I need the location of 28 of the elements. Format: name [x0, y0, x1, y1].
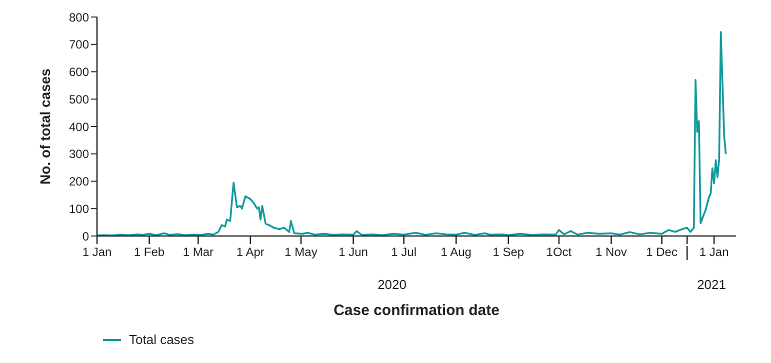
x-tick-label: 1 Mar — [182, 245, 214, 259]
x-tick-label: 1 Apr — [236, 245, 264, 259]
x-tick-label: 1 Sep — [492, 245, 524, 259]
y-tick-label: 500 — [68, 92, 90, 106]
x-tick-label: 1 Jul — [391, 245, 417, 259]
text: 2020 — [376, 277, 408, 292]
y-tick-label: 600 — [68, 65, 90, 80]
x-tick-label: 1 Nov — [596, 245, 627, 259]
legend-label: Total cases — [128, 332, 194, 347]
y-tick-label: 200 — [68, 174, 90, 189]
x-tick-label: 1 Jun — [338, 245, 368, 259]
x-tick-label: 1 May — [284, 245, 318, 259]
y-tick-label: 400 — [68, 120, 90, 134]
x-tick-label: 1 Jan — [699, 245, 729, 259]
x-tick-label: 1 Dec — [646, 245, 678, 259]
x-tick-label: 1 Aug — [440, 245, 472, 259]
y-axis-title: No. of total cases — [36, 68, 53, 184]
x-tick-label: 1 Feb — [134, 245, 165, 259]
x-axis-title: Case confirmation date — [332, 302, 500, 319]
text: 2021 — [696, 277, 727, 292]
y-tick-label: 0 — [82, 229, 90, 244]
x-tick-label: 1 Jan — [82, 245, 112, 259]
x-tick-label: 1Oct — [546, 245, 572, 259]
y-tick-label: 700 — [68, 38, 90, 52]
y-tick-label: 100 — [68, 202, 90, 216]
line-series — [97, 31, 727, 236]
y-tick-label: 300 — [68, 147, 90, 162]
y-tick-label: 800 — [68, 10, 90, 24]
